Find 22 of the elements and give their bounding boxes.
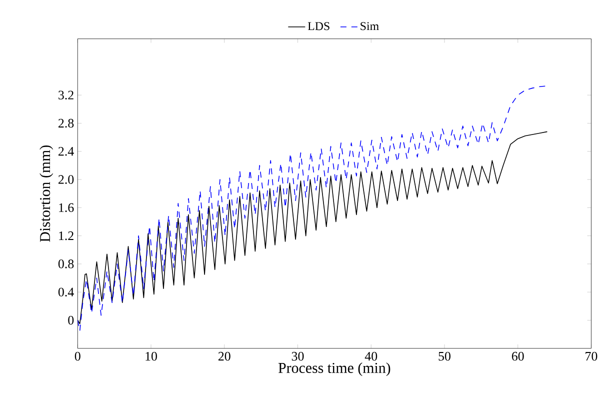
y-tick-label: 0.4 bbox=[58, 288, 74, 296]
legend-label: LDS bbox=[308, 22, 330, 30]
y-tick-label: 0 bbox=[68, 316, 74, 325]
x-tick-label: 60 bbox=[512, 352, 524, 361]
y-tick-label: 2.8 bbox=[58, 118, 74, 128]
y-tick-label: 1.6 bbox=[59, 203, 74, 212]
x-tick-label: 30 bbox=[292, 352, 304, 361]
y-tick-label: 2.0 bbox=[58, 175, 74, 184]
y-tick-label: 0.8 bbox=[58, 260, 74, 268]
y-tick-label: 3.2 bbox=[58, 90, 74, 100]
x-tick-label: 20 bbox=[218, 352, 230, 361]
y-tick-label: 2.4 bbox=[58, 146, 74, 156]
x-tick-label: 0 bbox=[74, 352, 80, 361]
y-tick-label: 1.2 bbox=[59, 231, 74, 240]
x-axis-title: Process time (min) bbox=[278, 362, 390, 376]
x-tick-label: 50 bbox=[438, 352, 450, 361]
x-tick-label: 40 bbox=[364, 352, 378, 361]
x-tick-label: 70 bbox=[586, 352, 598, 361]
x-tick-label: 10 bbox=[146, 352, 157, 361]
line-series bbox=[78, 86, 548, 332]
y-axis-title: Distortion (mm) bbox=[40, 145, 54, 242]
legend-label: Sim bbox=[360, 22, 379, 30]
